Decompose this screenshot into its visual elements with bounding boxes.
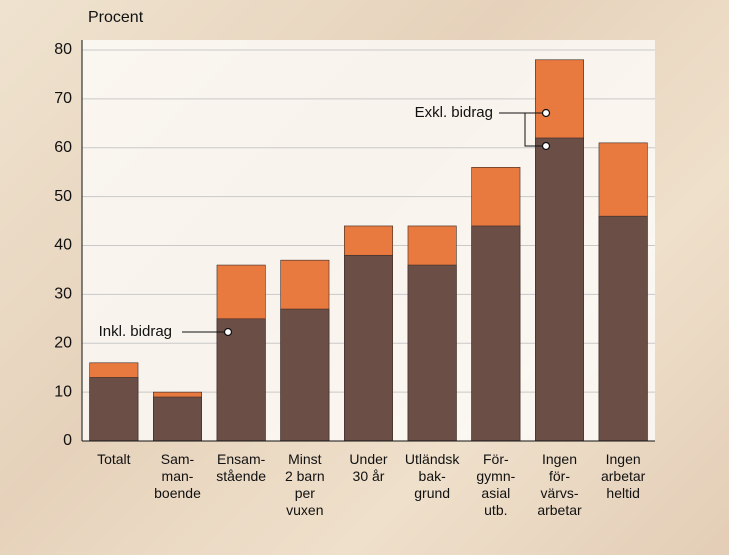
bar [535,138,583,441]
y-tick-label: 10 [54,383,72,400]
legend-label: Inkl. bidrag [99,323,172,340]
page: Procent Exkl. bidrag Inkl. bidrag 0 10 20 30… [0,0,729,555]
legend-label: Exkl. bidrag [415,104,493,121]
y-axis-label: Procent [88,9,144,26]
bar [344,255,392,441]
y-tick-label: 0 [63,432,72,449]
bar [472,226,520,441]
y-tick-label: 80 [54,41,72,58]
y-tick-label: 20 [54,334,72,351]
bar [599,216,647,441]
y-tick-label: 60 [54,139,72,156]
bar [281,309,329,441]
bar [153,397,201,441]
bar [217,319,265,441]
bar [90,377,138,441]
callout-dot [225,329,232,336]
y-tick-label: 70 [54,90,72,107]
y-tick-label: 40 [54,237,72,254]
callout-dot [543,110,550,117]
y-tick-label: 50 [54,188,72,205]
x-tick-label: Ingen arbetar heltid [583,451,663,502]
bar [408,265,456,441]
y-tick-label: 30 [54,286,72,303]
callout-dot [543,143,550,150]
